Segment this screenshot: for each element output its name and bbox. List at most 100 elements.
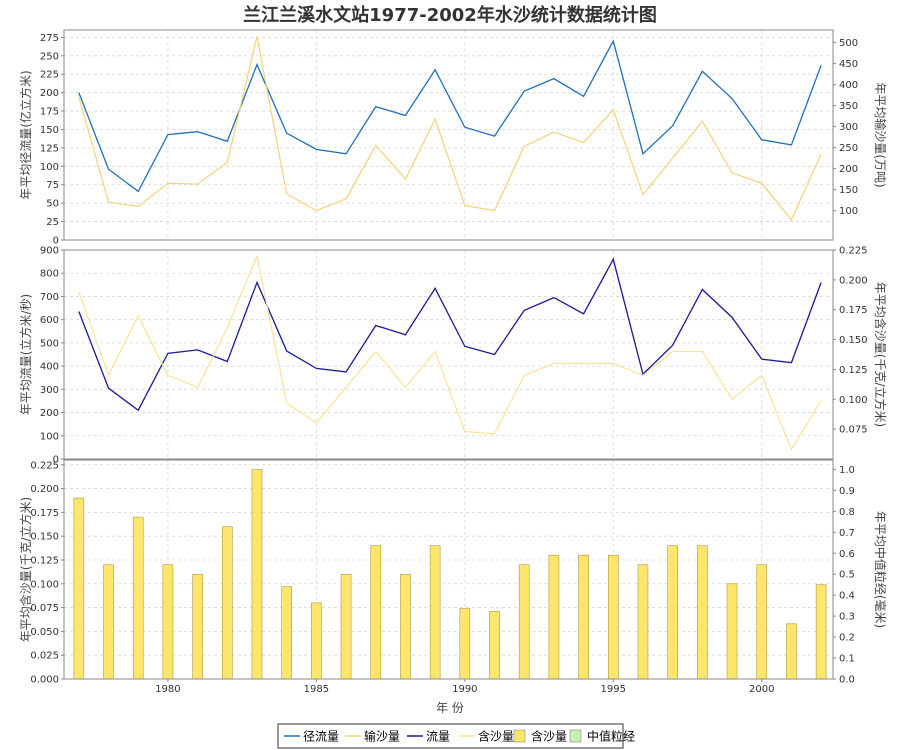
left-tick-label: 275 [40,33,59,44]
bar-1996 [637,564,649,680]
left-tick-label: 200 [40,408,59,419]
right-tick-label: 300 [839,122,858,133]
legend: 径流量 输沙量 流量 含沙量 含沙量 中值粒经 [277,723,635,749]
bar-2000 [756,564,768,680]
left-tick-label: 0.025 [30,651,59,662]
right-tick-label: 0.200 [839,275,868,286]
left-axis-label-middle: 年平均流量(立方米/秒) [18,294,33,415]
legend-label-1: 输沙量 [364,729,400,744]
right-tick-label: 0.0 [839,675,855,686]
legend-swatch-4 [513,729,526,743]
left-tick-label: 600 [40,315,59,326]
right-tick-label: 0.125 [839,365,868,376]
legend-label-3: 含沙量 [478,729,514,744]
left-tick-label: 0.125 [30,555,59,566]
left-tick-label: 200 [40,88,59,99]
left-tick-label: 0.000 [30,675,59,686]
left-tick-label: 25 [46,217,59,228]
panel-bottom: 0.000 0.025 0.050 0.075 0.100 0.125 0.150 0.175… [18,459,888,686]
x-tick-label: 1990 [452,684,477,695]
right-tick-label: 0.4 [839,591,855,602]
bar-1977 [73,497,85,680]
left-tick-label: 0.100 [30,579,59,590]
legend-label-0: 径流量 [303,730,339,744]
x-tick-label: 1995 [601,684,626,695]
left-tick-label: 225 [40,70,59,81]
series-line-top-1 [78,36,822,221]
right-tick-label: 0.1 [839,654,855,665]
plot-area-bottom [64,460,833,679]
left-tick-label: 175 [40,107,59,118]
bar-2001 [786,623,797,680]
right-tick-label: 250 [839,143,858,154]
series-line-middle-1 [78,253,822,451]
right-tick-label: 0.225 [839,246,868,257]
bar-1985 [311,602,322,680]
plot-area-middle [64,250,833,459]
left-tick-label: 0.200 [30,484,59,495]
bar-1987 [370,545,382,680]
right-tick-label: 0.5 [839,570,855,581]
left-tick-label: 100 [40,431,59,442]
plot-area-top [64,30,833,240]
bar-1979 [132,516,144,680]
left-tick-label: 75 [46,180,59,191]
bar-1988 [400,573,411,680]
panel-middle: 0 100 200 300 400 500 600 700 800 900 0.075 0.100 0.… [18,246,888,466]
left-axis-label-bottom: 年平均含沙量(千克/立方米) [18,497,33,642]
bar-1998 [697,545,708,680]
left-tick-label: 500 [40,338,59,349]
right-tick-label: 0.9 [839,486,855,497]
left-tick-label: 150 [40,125,59,136]
right-tick-label: 200 [839,164,858,175]
left-tick-label: 250 [40,51,59,62]
bar-1993 [548,554,560,680]
chart-title: 兰江兰溪水文站1977-2002年水沙统计数据统计图 [243,4,657,26]
right-tick-label: 100 [839,206,858,217]
bar-1982 [222,526,233,680]
right-axis-label-middle: 年平均含沙量(千克/立方米) [873,282,888,427]
series-line-middle-0 [78,257,822,412]
x-tick-label: 1980 [155,684,180,695]
left-tick-label: 0.175 [30,508,59,519]
bar-1994 [578,554,589,680]
bar-1984 [281,586,292,680]
left-tick-label: 800 [40,269,59,280]
bar-1991 [489,611,500,680]
left-tick-label: 300 [40,385,59,396]
x-axis-label: 年 份 [436,701,464,715]
left-axis-label-top: 年平均径流量(亿立方米) [18,70,33,199]
right-tick-label: 400 [839,80,858,91]
bar-1986 [340,573,352,680]
x-tick-label: 1985 [304,684,329,695]
bar-1989 [429,545,441,680]
right-tick-label: 0.7 [839,528,855,539]
legend-label-4: 含沙量 [531,729,567,744]
plot-border-bottom [63,459,834,680]
right-tick-label: 0.175 [839,305,868,316]
legend-box [277,723,624,749]
left-tick-label: 400 [40,362,59,373]
right-tick-label: 500 [839,38,858,49]
right-tick-label: 0.2 [839,633,855,644]
left-tick-label: 700 [40,292,59,303]
right-tick-label: 0.150 [839,335,868,346]
legend-swatch-5 [569,729,582,743]
left-tick-label: 100 [40,162,59,173]
left-tick-label: 0.075 [30,603,59,614]
right-tick-label: 0.100 [839,395,868,406]
plot-border-middle [63,249,834,460]
right-tick-label: 0.6 [839,549,855,560]
legend-label-5: 中值粒经 [587,729,635,744]
bar-1999 [726,583,738,680]
legend-label-2: 流量 [426,730,450,744]
right-tick-label: 0.3 [839,612,855,623]
bar-1992 [518,564,530,680]
right-tick-label: 0.075 [839,425,868,436]
series-line-top-0 [78,39,822,193]
left-tick-label: 50 [46,199,59,210]
bar-1997 [667,545,678,680]
left-tick-label: 125 [40,143,59,154]
